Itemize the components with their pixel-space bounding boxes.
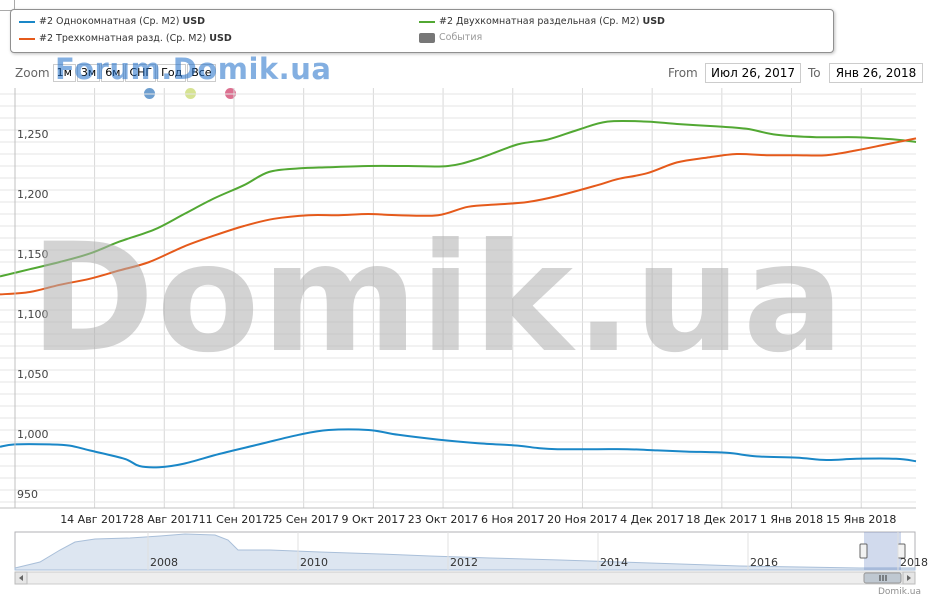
legend-item-three-room[interactable]: #2 Трехкомнатная разд. (Ср. М2) USD <box>19 33 232 44</box>
y-tick-label: 1,250 <box>17 128 49 141</box>
legend-item-events[interactable]: События <box>419 32 482 43</box>
corner-marker <box>0 0 15 11</box>
range-to-input[interactable]: Янв 26, 2018 <box>829 63 923 83</box>
range-to-label: To <box>808 66 821 80</box>
y-tick-label: 1,000 <box>17 428 49 441</box>
x-tick-label: 4 Дек 2017 <box>620 513 684 526</box>
x-tick-label: 18 Дек 2017 <box>686 513 757 526</box>
legend-swatch-one-room <box>19 20 35 23</box>
event-dot-blue[interactable] <box>144 88 155 99</box>
legend-item-two-room[interactable]: #2 Двухкомнатная раздельная (Ср. М2) USD <box>419 16 665 27</box>
zoom-1y-button[interactable]: Год <box>157 64 187 82</box>
zoom-1m-button[interactable]: 1м <box>52 64 76 82</box>
navigator-year-label: 2010 <box>300 556 328 569</box>
chart-legend: #2 Однокомнатная (Ср. М2) USD #2 Двухком… <box>10 9 834 53</box>
navigator-year-label: 2018 <box>900 556 928 569</box>
legend-swatch-two-room <box>419 20 435 23</box>
domik-watermark: Domik.ua <box>30 212 847 386</box>
legend-label-events: События <box>439 32 483 43</box>
legend-label-two-room: #2 Двухкомнатная раздельная (Ср. М2) <box>439 16 640 27</box>
legend-swatch-three-room <box>19 37 35 40</box>
x-tick-label: 11 Сен 2017 <box>199 513 270 526</box>
legend-label-one-room: #2 Однокомнатная (Ср. М2) <box>39 16 180 27</box>
legend-item-one-room[interactable]: #2 Однокомнатная (Ср. М2) USD <box>19 16 205 27</box>
zoom-label: Zoom <box>15 66 50 80</box>
x-tick-label: 1 Янв 2018 <box>760 513 823 526</box>
legend-swatch-events <box>419 32 435 43</box>
scroll-left-arrow-icon <box>19 575 23 581</box>
x-tick-label: 28 Авг 2017 <box>130 513 199 526</box>
navigator-handle-left[interactable] <box>859 543 868 559</box>
x-tick-label: 14 Авг 2017 <box>60 513 129 526</box>
credits-link[interactable]: Domik.ua <box>878 587 921 597</box>
scrollbar-track[interactable] <box>14 571 916 585</box>
scrollbar-grip-icon <box>879 575 887 581</box>
navigator-area <box>14 533 916 571</box>
navigator-year-label: 2008 <box>150 556 178 569</box>
x-tick-label: 25 Сен 2017 <box>268 513 339 526</box>
zoom-6m-button[interactable]: 6м <box>101 64 125 82</box>
x-tick-label: 9 Окт 2017 <box>342 513 406 526</box>
range-from-label: From <box>668 66 698 80</box>
zoom-all-button[interactable]: Все <box>187 64 216 82</box>
legend-unit-one-room: USD <box>182 16 205 27</box>
event-dot-pink[interactable] <box>225 88 236 99</box>
forum-watermark: Forum.Domik.ua <box>55 52 332 86</box>
navigator-year-label: 2014 <box>600 556 628 569</box>
range-from-input[interactable]: Июл 26, 2017 <box>705 63 801 83</box>
legend-unit-three-room: USD <box>209 33 232 44</box>
y-tick-label: 950 <box>17 488 38 501</box>
scroll-right-arrow-icon <box>907 575 911 581</box>
navigator-year-label: 2012 <box>450 556 478 569</box>
legend-unit-two-room: USD <box>642 16 665 27</box>
zoom-ytd-button[interactable]: СНГ <box>125 64 157 82</box>
x-tick-label: 20 Ноя 2017 <box>547 513 618 526</box>
y-tick-label: 1,200 <box>17 188 49 201</box>
navigator-selection[interactable] <box>864 532 901 570</box>
event-dot-yellow[interactable] <box>185 88 196 99</box>
navigator-year-labels: 2008 2010 2012 2014 2016 2018 <box>147 532 928 570</box>
x-tick-label: 15 Янв 2018 <box>826 513 896 526</box>
navigator[interactable]: 2008 2010 2012 2014 2016 2018 <box>0 528 931 598</box>
zoom-3m-button[interactable]: 3м <box>76 64 101 82</box>
x-tick-label: 23 Окт 2017 <box>408 513 479 526</box>
series-line-one-room[interactable] <box>0 428 917 469</box>
navigator-year-label: 2016 <box>750 556 778 569</box>
zoom-bar: Zoom 1м 3м 6м СНГ Год Все <box>15 63 216 83</box>
x-tick-label: 6 Ноя 2017 <box>481 513 545 526</box>
legend-label-three-room: #2 Трехкомнатная разд. (Ср. М2) <box>39 33 207 44</box>
